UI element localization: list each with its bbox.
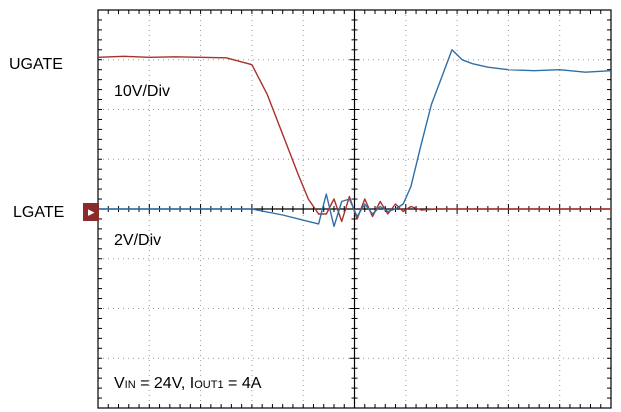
- vin-value: = 24V,: [135, 375, 190, 392]
- vin-subscript: IN: [124, 379, 136, 391]
- ugate-channel-label: UGATE: [9, 56, 63, 73]
- lgate-ground-marker: ▸: [83, 203, 99, 221]
- iout-symbol: I: [189, 375, 195, 392]
- trace-ugate: [97, 55, 611, 223]
- test-conditions: VIN = 24V, IOUT1 = 4A: [114, 376, 261, 392]
- lgate-channel-label: LGATE: [13, 204, 65, 221]
- ugate-scale-label: 10V/Div: [114, 83, 171, 100]
- iout-subscript: OUT1: [194, 379, 224, 391]
- lgate-scale-label: 2V/Div: [114, 232, 162, 249]
- traces: [97, 49, 612, 228]
- trace-lgate: [98, 49, 612, 228]
- vin-symbol: V: [114, 375, 125, 392]
- iout-value: = 4A: [223, 375, 262, 392]
